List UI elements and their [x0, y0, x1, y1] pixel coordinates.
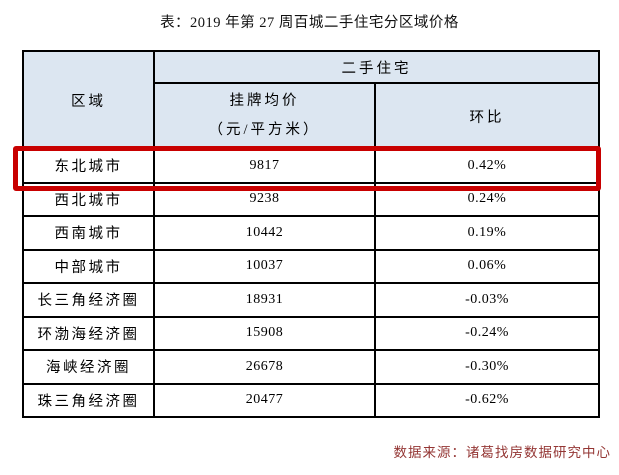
table-row-bohai-rim: 环渤海经济圈 15908 -0.24% — [22, 315, 600, 351]
mom-cell: 0.06% — [374, 248, 600, 284]
region-cell: 环渤海经济圈 — [22, 315, 155, 351]
mom-cell: 0.19% — [374, 215, 600, 251]
table-row-northwest: 西北城市 9238 0.24% — [22, 181, 600, 217]
col-header-secondhand-group: 二手住宅 — [153, 50, 600, 84]
price-cell: 9817 — [153, 148, 376, 184]
price-cell: 18931 — [153, 282, 376, 318]
price-cell: 10442 — [153, 215, 376, 251]
region-cell: 中部城市 — [22, 248, 155, 284]
col-header-mom: 环比 — [374, 82, 600, 150]
mom-cell: -0.30% — [374, 349, 600, 385]
col-header-listing-price-line2: （元/平方米） — [208, 122, 321, 138]
region-price-table: 区域 二手住宅 挂牌均价 （元/平方米） 环比 东北城市 9817 0.42% … — [22, 50, 600, 418]
table-row-pearl-delta: 珠三角经济圈 20477 -0.62% — [22, 382, 600, 418]
table-row-southwest: 西南城市 10442 0.19% — [22, 215, 600, 251]
col-header-listing-price: 挂牌均价 （元/平方米） — [153, 82, 376, 150]
mom-cell: -0.03% — [374, 282, 600, 318]
table-row-strait: 海峡经济圈 26678 -0.30% — [22, 349, 600, 385]
table-row-northeast: 东北城市 9817 0.42% — [22, 148, 600, 184]
region-cell: 西北城市 — [22, 181, 155, 217]
table-body: 东北城市 9817 0.42% 西北城市 9238 0.24% 西南城市 104… — [22, 148, 600, 418]
price-cell: 10037 — [153, 248, 376, 284]
price-cell: 26678 — [153, 349, 376, 385]
header-row-group: 区域 二手住宅 — [22, 50, 600, 150]
header-row-sub: 挂牌均价 （元/平方米） 环比 — [23, 82, 600, 150]
mom-cell: -0.24% — [374, 315, 600, 351]
col-header-listing-price-line1: 挂牌均价 — [229, 93, 300, 109]
mom-cell: 0.42% — [374, 148, 600, 184]
region-cell: 长三角经济圈 — [22, 282, 155, 318]
region-cell: 西南城市 — [22, 215, 155, 251]
mom-cell: -0.62% — [374, 382, 600, 418]
table-row-central: 中部城市 10037 0.06% — [22, 248, 600, 284]
price-cell: 9238 — [153, 181, 376, 217]
table-header: 区域 二手住宅 挂牌均价 （元/平方米） 环比 — [22, 50, 600, 150]
region-cell: 东北城市 — [22, 148, 155, 184]
col-header-region: 区域 — [22, 50, 155, 150]
price-cell: 15908 — [153, 315, 376, 351]
region-cell: 海峡经济圈 — [22, 349, 155, 385]
table-title: 表：2019 年第 27 周百城二手住宅分区域价格 — [160, 15, 459, 31]
data-source-note: 数据来源：诸葛找房数据研究中心 — [393, 445, 611, 460]
region-cell: 珠三角经济圈 — [22, 382, 155, 418]
price-cell: 20477 — [153, 382, 376, 418]
table-row-yangtze-delta: 长三角经济圈 18931 -0.03% — [22, 282, 600, 318]
mom-cell: 0.24% — [374, 181, 600, 217]
